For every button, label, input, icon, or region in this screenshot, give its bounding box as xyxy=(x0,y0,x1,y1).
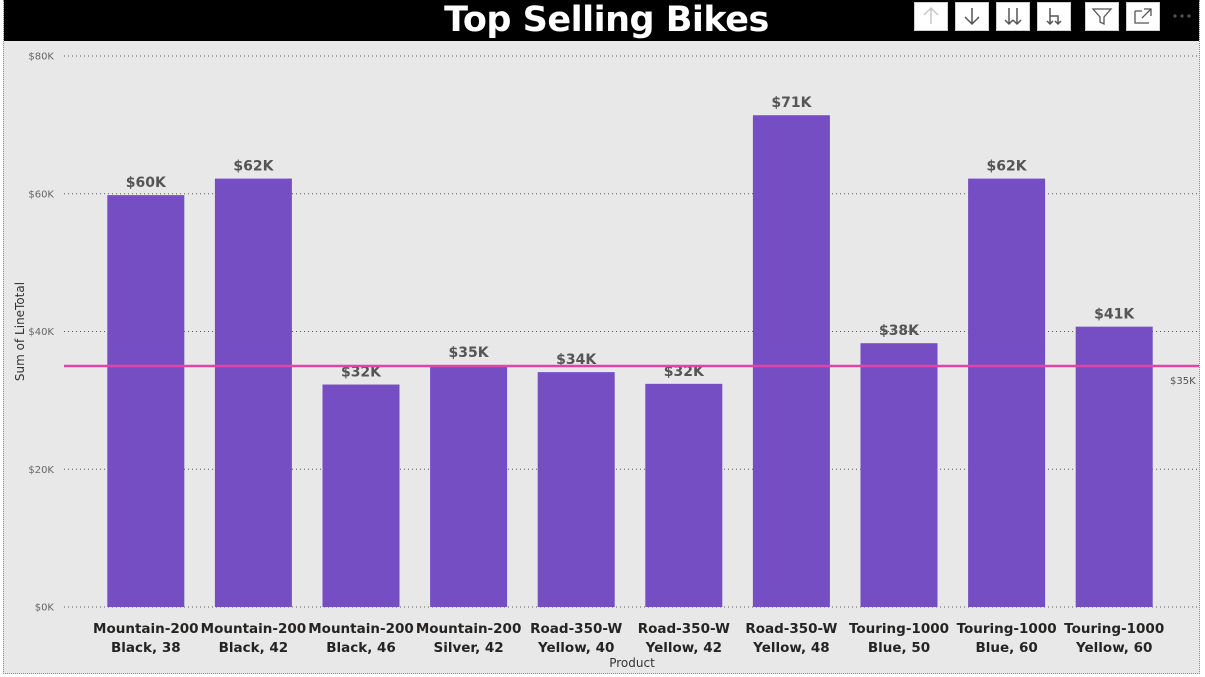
x-tick-label: Yellow, 40 xyxy=(537,640,614,656)
data-label: $32K xyxy=(664,364,705,380)
x-tick-label: Touring-1000 xyxy=(1064,621,1164,637)
x-axis-title: Product xyxy=(609,656,655,670)
focus-mode-button[interactable] xyxy=(1126,1,1160,31)
more-options-icon xyxy=(1171,12,1193,20)
x-tick-label: Touring-1000 xyxy=(957,621,1057,637)
filter-icon xyxy=(1091,6,1113,26)
focus-mode-icon xyxy=(1132,6,1154,26)
x-tick-label: Yellow, 48 xyxy=(752,640,829,656)
data-label: $60K xyxy=(126,175,167,191)
chart-title: Top Selling Bikes xyxy=(444,0,769,40)
reference-line-label: $35K xyxy=(1170,376,1196,387)
x-tick-label: Mountain-200 xyxy=(93,621,199,637)
data-label: $41K xyxy=(1094,307,1135,323)
y-tick-label: $20K xyxy=(28,465,54,476)
bar xyxy=(645,383,723,607)
y-tick-label: $80K xyxy=(28,52,54,63)
data-label: $62K xyxy=(233,159,274,175)
x-tick-label: Yellow, 42 xyxy=(645,640,722,656)
visual-header-toolbar xyxy=(907,1,1197,31)
chart-visual: $0K $20K $40K $60K $80K Sum of LineTotal $60K M… xyxy=(3,0,1200,674)
data-label: $38K xyxy=(879,323,920,339)
bar-chart: $0K $20K $40K $60K $80K Sum of LineTotal $60K M… xyxy=(13,52,1199,670)
bar xyxy=(537,372,615,607)
bar xyxy=(860,343,938,607)
bar xyxy=(1075,326,1153,607)
sort-ascending-icon xyxy=(922,6,940,26)
x-tick-label: Road-350-W xyxy=(638,621,730,637)
bar xyxy=(752,115,830,608)
x-tick-label: Mountain-200 xyxy=(416,621,522,637)
drill-down-button[interactable] xyxy=(955,1,989,31)
x-tick-label: Touring-1000 xyxy=(849,621,949,637)
bar xyxy=(214,178,292,607)
x-tick-label: Blue, 60 xyxy=(975,640,1037,656)
expand-all-button[interactable] xyxy=(996,1,1030,31)
bar xyxy=(107,195,185,607)
bar xyxy=(968,178,1046,607)
bar xyxy=(430,365,508,607)
x-tick-label: Road-350-W xyxy=(745,621,837,637)
filter-button[interactable] xyxy=(1085,1,1119,31)
x-tick-label: Silver, 42 xyxy=(433,640,503,656)
x-tick-label: Yellow, 60 xyxy=(1075,640,1152,656)
expand-hierarchy-button[interactable] xyxy=(1037,1,1071,31)
expand-hierarchy-icon xyxy=(1043,6,1065,26)
data-label: $71K xyxy=(771,95,812,111)
data-label: $32K xyxy=(341,365,382,381)
data-label: $34K xyxy=(556,352,597,368)
bar xyxy=(322,384,400,607)
drill-down-icon xyxy=(963,6,981,26)
y-tick-label: $40K xyxy=(28,327,54,338)
y-tick-label: $60K xyxy=(28,189,54,200)
x-tick-label: Road-350-W xyxy=(530,621,622,637)
sort-ascending-button[interactable] xyxy=(914,1,948,31)
x-tick-label: Black, 46 xyxy=(326,640,396,656)
x-tick-label: Mountain-200 xyxy=(201,621,307,637)
y-axis-title: Sum of LineTotal xyxy=(13,282,27,381)
y-tick-label: $0K xyxy=(35,603,55,614)
data-label: $62K xyxy=(987,159,1028,175)
x-tick-label: Black, 38 xyxy=(111,640,181,656)
more-options-button[interactable] xyxy=(1167,2,1197,31)
data-label: $35K xyxy=(449,345,490,361)
x-tick-label: Mountain-200 xyxy=(308,621,414,637)
x-tick-label: Black, 42 xyxy=(219,640,289,656)
x-tick-label: Blue, 50 xyxy=(868,640,930,656)
expand-all-icon xyxy=(1002,6,1024,26)
